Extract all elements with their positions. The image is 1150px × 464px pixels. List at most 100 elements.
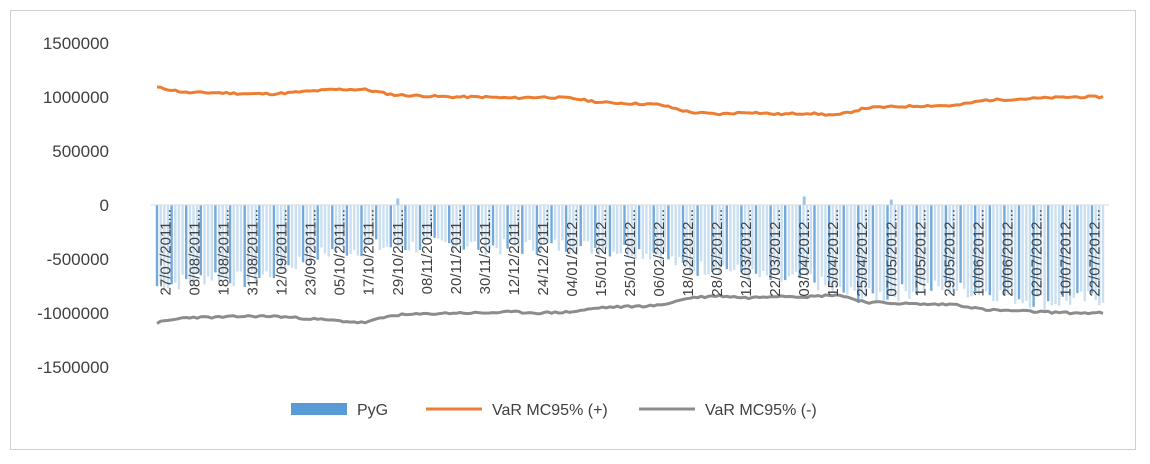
pyg-bar: [776, 205, 780, 274]
pyg-bar: [243, 205, 246, 287]
pyg-bar: [601, 205, 604, 253]
pyg-bar: [681, 205, 685, 263]
pyg-bar: [1025, 205, 1028, 301]
pyg-bar: [327, 205, 330, 257]
pyg-bar: [813, 205, 816, 283]
x-tick-label: 22/07/2012...: [1087, 209, 1104, 297]
x-tick-label: 23/09/2011...: [303, 209, 320, 295]
pyg-bar: [254, 205, 257, 284]
pyg-bar-positive: [396, 198, 400, 205]
pyg-bar: [334, 205, 338, 252]
pyg-bar: [612, 205, 615, 252]
legend-swatch: [291, 403, 347, 415]
pyg-bar: [1017, 205, 1021, 300]
pyg-bar: [1058, 205, 1061, 306]
pyg-bar: [415, 205, 418, 253]
pyg-bar: [444, 205, 447, 242]
pyg-bar: [331, 205, 334, 250]
pyg-bar: [451, 205, 455, 253]
pyg-bar: [718, 205, 721, 274]
pyg-bar: [389, 205, 392, 248]
pyg-bar: [1061, 205, 1064, 297]
pyg-bar: [1039, 205, 1043, 296]
pyg-bar: [561, 205, 564, 241]
pyg-bar: [568, 205, 571, 254]
pyg-bar: [663, 205, 666, 252]
pyg-bar: [692, 205, 696, 272]
pyg-bar: [809, 205, 812, 275]
pyg-bar: [882, 205, 885, 301]
pyg-bar: [740, 205, 743, 273]
x-tick-label: 03/04/2012...: [796, 209, 813, 297]
pyg-bar: [1094, 205, 1097, 300]
pyg-bar: [857, 205, 860, 303]
pyg-bar: [773, 205, 776, 272]
pyg-bar: [1010, 205, 1013, 290]
pyg-bar: [459, 205, 462, 247]
pyg-bar: [155, 205, 159, 287]
legend: PyG VaR MC95% (+) VaR MC95% (-): [291, 402, 817, 419]
pyg-bar: [835, 205, 838, 287]
pyg-bar: [499, 205, 502, 255]
y-axis-ticks: 1500000 1000000 500000 0 -500000 -1000000 -150…: [37, 34, 109, 377]
pyg-bar: [1014, 205, 1017, 304]
pyg-bar: [250, 205, 254, 271]
pyg-bar: [411, 205, 414, 242]
pyg-bar: [736, 205, 739, 265]
pyg-bar: [345, 205, 349, 256]
pyg-bar: [491, 205, 495, 246]
x-tick-label: 22/03/2012...: [767, 209, 784, 297]
pyg-bar: [320, 205, 323, 248]
pyg-bar: [703, 205, 707, 275]
pyg-bar: [816, 205, 820, 291]
pyg-bar: [634, 205, 637, 260]
pyg-bar: [1003, 205, 1006, 296]
pyg-bar: [955, 205, 959, 291]
pyg-bar: [933, 205, 937, 281]
pyg-bar: [221, 205, 224, 276]
x-axis-ticks: 27/07/2011... 08/08/2011... 18/08/2011... 3…: [158, 209, 1104, 297]
pyg-bar: [272, 205, 276, 279]
pyg-bar: [908, 205, 911, 299]
pyg-bar: [159, 205, 162, 285]
pyg-bar: [999, 205, 1002, 291]
pyg-bar: [199, 205, 202, 276]
pyg-bar: [400, 205, 403, 248]
legend-label: PyG: [357, 402, 388, 419]
pyg-bar: [904, 205, 907, 292]
pyg-bar: [842, 205, 845, 293]
x-tick-label: 30/11/2011...: [477, 209, 494, 294]
pyg-bar: [583, 205, 586, 242]
pyg-bar: [1028, 205, 1032, 308]
x-tick-label: 12/09/2011...: [274, 209, 291, 295]
x-tick-label: 02/07/2012...: [1028, 209, 1045, 297]
pyg-bar: [550, 205, 553, 244]
y-tick-label: -500000: [47, 250, 109, 269]
pyg-bar: [729, 205, 732, 272]
x-tick-label: 31/08/2011...: [245, 209, 262, 295]
pyg-bar: [294, 205, 297, 269]
pyg-bar: [886, 205, 889, 300]
pyg-bar: [963, 205, 966, 289]
pyg-bar: [1036, 205, 1039, 297]
pyg-bar: [382, 205, 385, 248]
pyg-bar: [922, 205, 926, 292]
pyg-bar: [1047, 205, 1050, 302]
pyg-bar: [455, 205, 458, 248]
pyg-bar: [477, 205, 480, 250]
pyg-bar: [959, 205, 962, 283]
x-tick-label: 07/05/2012...: [883, 209, 900, 297]
pyg-bar: [528, 205, 531, 241]
pyg-bar: [174, 205, 177, 283]
pyg-bar: [166, 205, 170, 289]
pyg-bar: [977, 205, 980, 296]
y-tick-label: 1500000: [43, 34, 109, 53]
pyg-bar: [868, 205, 871, 288]
pyg-bar: [418, 205, 422, 250]
pyg-bar: [422, 205, 425, 242]
y-tick-label: 1000000: [43, 88, 109, 107]
pyg-bar: [1076, 205, 1079, 294]
pyg-bar: [860, 205, 864, 299]
pyg-bar: [375, 205, 378, 240]
pyg-bar: [393, 205, 396, 241]
